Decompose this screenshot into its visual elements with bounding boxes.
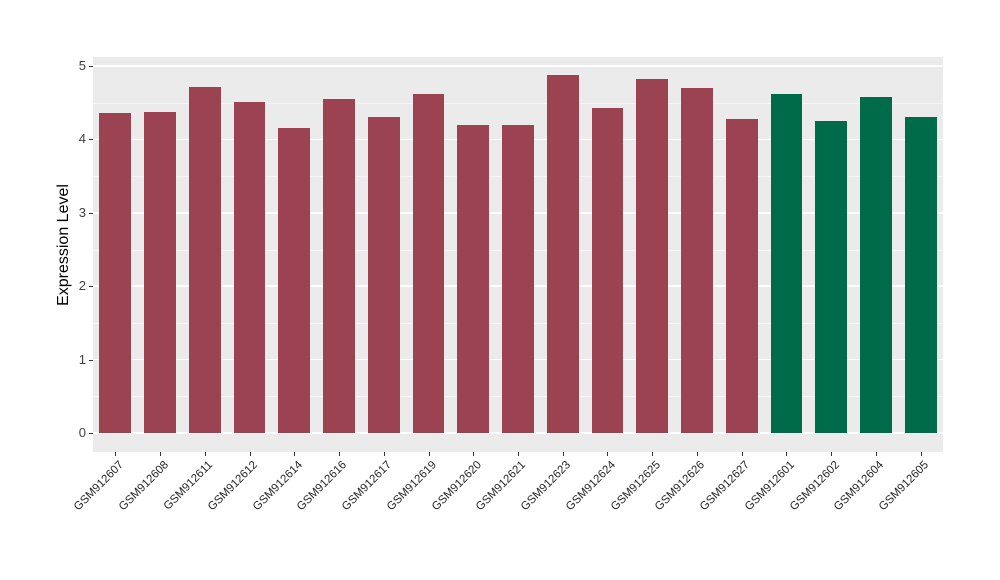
plot-panel — [93, 57, 943, 452]
bar-GSM912623 — [546, 74, 579, 433]
x-tick-mark — [294, 452, 296, 456]
bar-GSM912620 — [457, 124, 490, 433]
bar-GSM912619 — [412, 93, 445, 433]
y-tick-label: 3 — [78, 204, 86, 220]
y-tick-label: 1 — [78, 351, 86, 367]
bar-GSM912616 — [323, 99, 355, 433]
y-tick-mark — [89, 286, 93, 288]
major-gridline — [93, 432, 943, 434]
bar-GSM912611 — [188, 86, 221, 433]
bar-GSM912617 — [367, 116, 400, 433]
x-tick-mark — [875, 452, 877, 456]
bar-GSM912605 — [904, 116, 937, 433]
y-tick-mark — [89, 66, 93, 67]
y-tick-mark — [89, 433, 93, 434]
bar-GSM912608 — [144, 111, 176, 433]
bar-GSM912626 — [681, 88, 713, 433]
bar-GSM912614 — [278, 127, 311, 433]
y-tick-label: 4 — [78, 131, 86, 147]
x-tick-mark — [607, 452, 609, 456]
x-tick-mark — [383, 452, 385, 456]
x-tick-mark — [518, 452, 519, 456]
bar-GSM912621 — [502, 124, 534, 433]
x-tick-mark — [741, 452, 743, 456]
x-tick-mark — [696, 452, 698, 456]
bar-GSM912612 — [233, 101, 266, 433]
x-tick-mark — [339, 452, 341, 456]
y-tick-mark — [89, 212, 93, 214]
bar-GSM912607 — [99, 112, 132, 433]
major-gridline — [93, 65, 943, 67]
bar-GSM912602 — [815, 121, 848, 433]
x-tick-mark — [920, 452, 922, 456]
x-tick-mark — [115, 452, 117, 456]
x-tick-mark — [652, 452, 654, 456]
bar-GSM912604 — [859, 96, 892, 433]
y-tick-mark — [89, 359, 93, 361]
bar-GSM912627 — [725, 118, 758, 433]
bar-GSM912601 — [770, 93, 803, 433]
y-tick-label: 2 — [78, 278, 86, 294]
minor-gridline — [93, 102, 943, 104]
x-tick-mark — [831, 452, 833, 456]
bar-GSM912624 — [591, 107, 624, 433]
bar-GSM912625 — [636, 79, 669, 433]
x-tick-mark — [204, 452, 206, 456]
y-tick-label: 0 — [78, 425, 86, 440]
x-tick-mark — [160, 452, 162, 456]
x-tick-mark — [562, 452, 564, 456]
y-tick-label: 5 — [78, 58, 86, 73]
x-tick-mark — [473, 452, 475, 456]
y-tick-mark — [89, 139, 93, 141]
x-tick-mark — [428, 452, 430, 456]
x-tick-mark — [786, 452, 788, 456]
x-tick-mark — [249, 452, 251, 456]
